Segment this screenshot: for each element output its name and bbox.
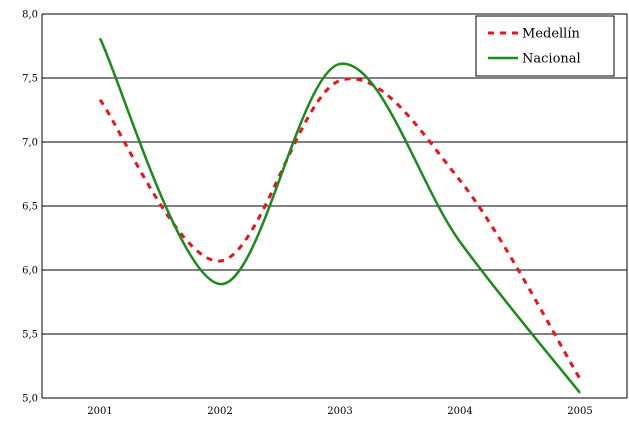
y-tick-label: 5,0 <box>22 394 38 405</box>
y-tick-label: 7,0 <box>22 138 38 149</box>
y-tick-label: 6,0 <box>22 266 38 277</box>
series-lines <box>98 37 582 394</box>
axes <box>41 14 628 399</box>
y-tick-label: 6,5 <box>22 202 38 213</box>
y-tick-label: 8,0 <box>22 10 38 21</box>
x-tick-label: 2001 <box>87 406 112 417</box>
y-tick-label: 7,5 <box>22 74 38 85</box>
legend-box <box>475 15 615 77</box>
x-tick-label: 2005 <box>567 406 592 417</box>
x-tick-label: 2002 <box>207 406 232 417</box>
legend-label: Nacional <box>522 52 581 67</box>
y-tick-label: 5,5 <box>22 330 38 341</box>
series-line-nacional <box>98 37 581 394</box>
series-line-medellin <box>98 77 582 380</box>
x-tick-label: 2003 <box>327 406 352 417</box>
legend-label: Medellín <box>522 27 580 42</box>
y-axis-tick-labels: 5,0 5,5 6,0 6,5 7,0 7,5 8,0 <box>22 10 38 405</box>
legend: Medellín Nacional <box>475 15 615 77</box>
x-tick-label: 2004 <box>447 406 472 417</box>
x-axis-tick-labels: 2001 2002 2003 2004 2005 <box>87 406 592 417</box>
